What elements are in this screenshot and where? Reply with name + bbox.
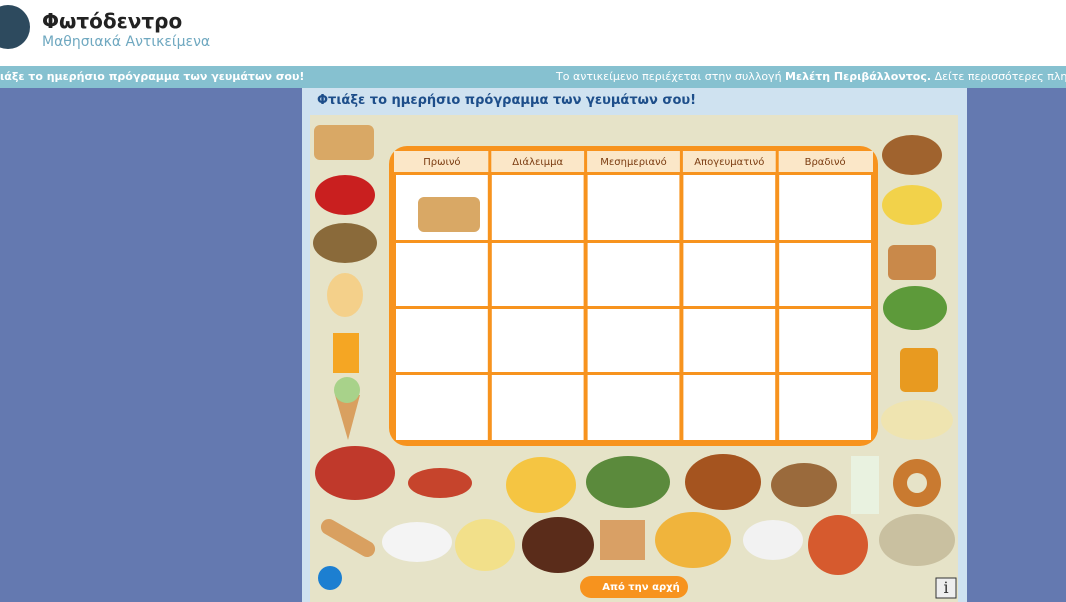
food-salad[interactable] [883,286,947,330]
food-pizza[interactable] [808,515,868,575]
food-fish-fillet[interactable] [879,514,955,566]
food-yogurt[interactable] [382,522,452,562]
column-header: Απογευματινό [694,156,764,168]
menu-button[interactable] [318,566,342,590]
drop-cell[interactable] [491,309,584,372]
header-row [394,151,873,172]
drop-cell[interactable] [396,375,488,440]
collection-info: Το αντικείμενο περιέχεται στην συλλογή Μ… [556,70,1066,83]
object-title: ιάξε το ημερήσιο πρόγραμμα των γευμάτων … [0,70,305,83]
food-tea[interactable] [743,520,803,560]
collection-suffix: Δείτε περισσότερες πληρο [934,70,1066,83]
column-header: Μεσημεριανό [600,156,667,168]
drop-cell[interactable] [396,309,488,372]
drop-cell[interactable] [587,309,680,372]
food-loaf[interactable] [771,463,837,507]
food-milk[interactable] [851,456,879,514]
info-button[interactable] [935,577,957,599]
drop-cell[interactable] [683,243,776,306]
collection-link[interactable]: Μελέτη Περιβάλλοντος. [785,70,932,83]
food-bread[interactable] [318,516,378,560]
food-honey[interactable] [900,348,938,392]
drop-cell[interactable] [779,175,871,240]
column-header: Διάλειμμα [512,156,563,168]
food-burger[interactable] [882,135,942,175]
food-soup[interactable] [315,446,395,500]
drop-cell[interactable] [683,175,776,240]
food-icecream-top[interactable] [334,377,360,403]
collection-prefix: Το αντικείμενο περιέχεται στην συλλογή [556,70,782,83]
food-candies[interactable] [408,468,472,498]
site-subtitle: Μαθησιακά Αντικείμενα [42,34,211,50]
food-cookies[interactable] [600,520,645,560]
food-koulouri-hole [907,473,927,493]
food-jam[interactable] [315,175,375,215]
drop-cell[interactable] [396,243,488,306]
food-rusks[interactable] [888,245,936,280]
drop-cell[interactable] [683,375,776,440]
placed-food-toast[interactable] [418,197,480,232]
food-icecream[interactable] [335,395,360,440]
drop-cell[interactable] [491,175,584,240]
food-items [313,125,955,575]
drop-cell[interactable] [779,243,871,306]
drop-cell[interactable] [587,375,680,440]
food-pie[interactable] [313,223,377,263]
food-egg[interactable] [327,273,363,317]
site-header: Φωτόδεντρο Μαθησιακά Αντικείμενα [0,0,1066,66]
info-bar: ιάξε το ημερήσιο πρόγραμμα των γευμάτων … [0,66,1066,88]
food-chicken[interactable] [685,454,761,510]
food-cornflakes[interactable] [506,457,576,513]
drop-cell[interactable] [779,309,871,372]
restart-label[interactable]: Από την αρχή [602,581,679,593]
app-title: Φτιάξε το ημερήσιο πρόγραμμα των γευμάτω… [317,93,697,108]
food-omelette[interactable] [655,512,731,568]
food-chips[interactable] [455,519,515,571]
drop-cell[interactable] [683,309,776,372]
info-label[interactable]: i [943,578,948,597]
food-toast[interactable] [314,125,374,160]
site-title[interactable]: Φωτόδεντρο [42,9,183,33]
drop-cell[interactable] [779,375,871,440]
food-cake[interactable] [522,517,594,573]
food-rice[interactable] [881,400,953,440]
drop-cell[interactable] [587,175,680,240]
column-header: Πρωινό [423,156,460,168]
food-fruit-salad[interactable] [882,185,942,225]
restart-button[interactable] [580,576,688,598]
column-header: Βραδινό [805,156,846,168]
drop-cell[interactable] [491,375,584,440]
grid: Πρωινό Διάλειμμα Μεσημεριανό Απογευματινό Βρ… [396,151,871,440]
drop-cell[interactable] [587,243,680,306]
food-fish[interactable] [586,456,670,508]
drop-cell[interactable] [491,243,584,306]
food-juice[interactable] [333,333,359,373]
